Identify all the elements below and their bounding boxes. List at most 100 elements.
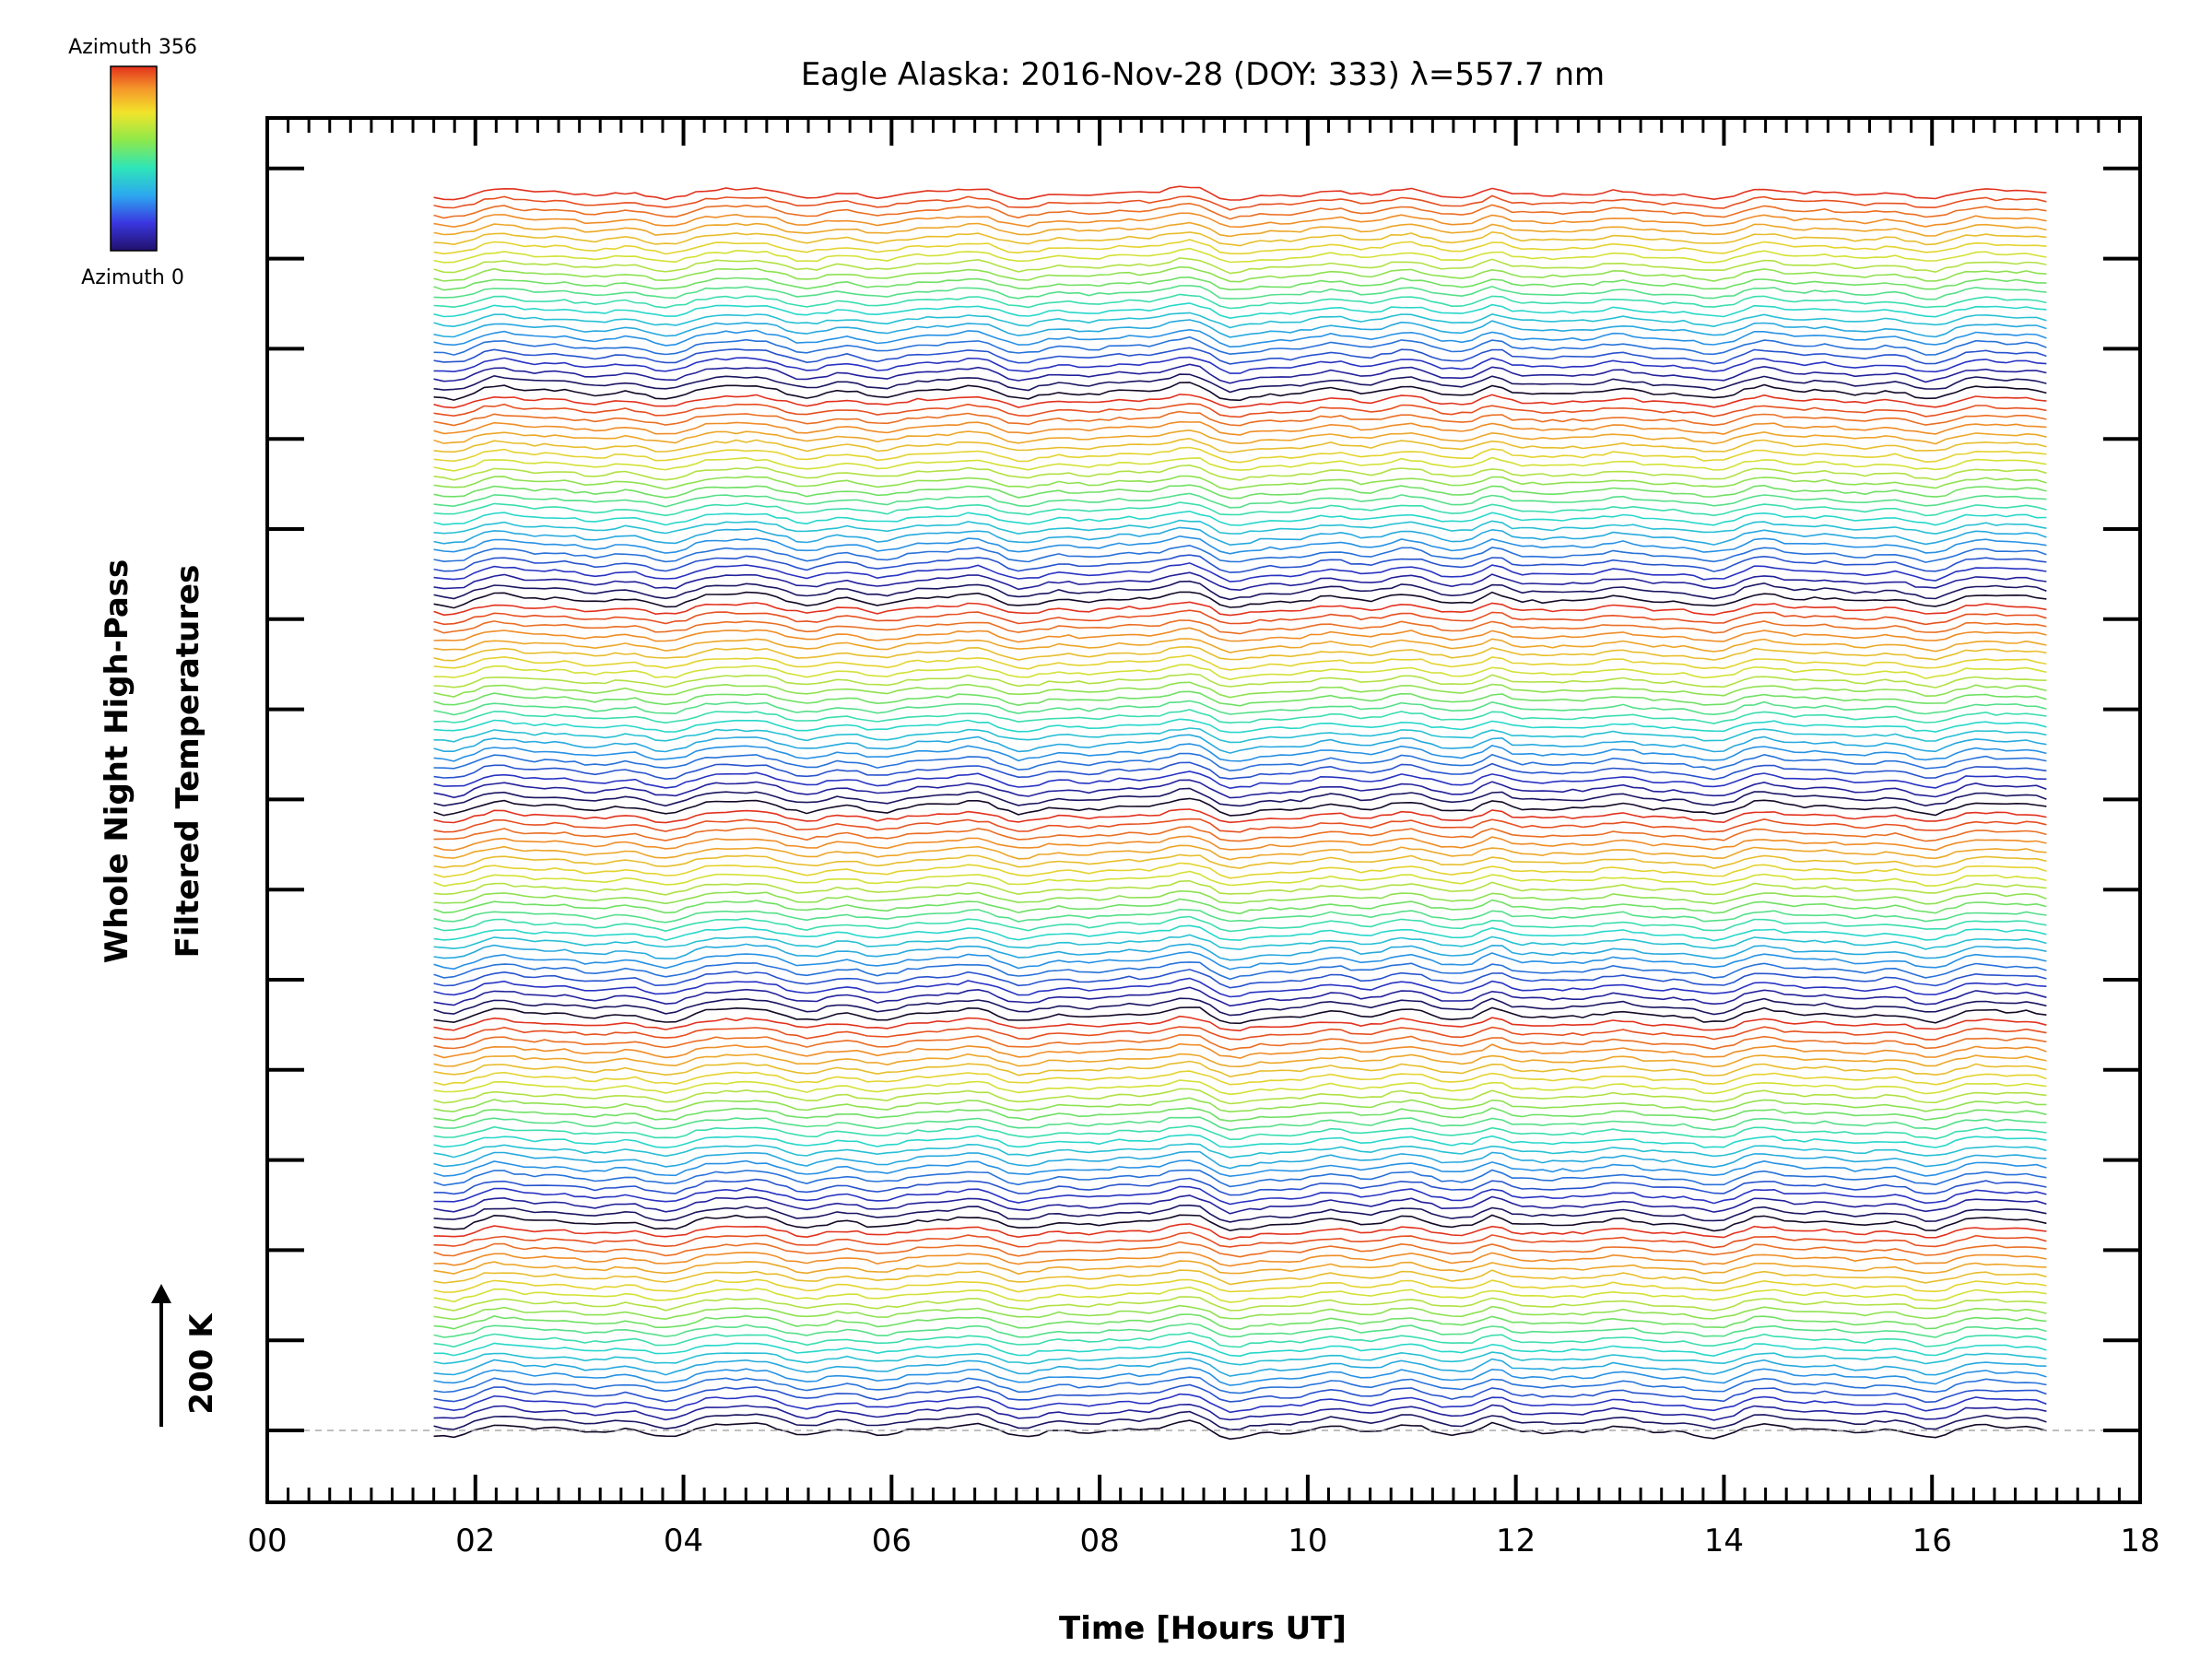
series-line — [433, 1060, 2047, 1078]
series-line — [433, 898, 2047, 915]
series-line — [433, 437, 2047, 453]
series-line — [433, 257, 2047, 275]
x-tick-label: 00 — [247, 1523, 287, 1559]
series-line — [433, 185, 2047, 201]
series-line — [433, 771, 2047, 790]
series-line — [433, 787, 2047, 807]
series-line — [433, 961, 2047, 981]
x-tick-label: 08 — [1079, 1523, 1119, 1559]
series-line — [433, 844, 2047, 861]
series-line — [433, 951, 2047, 971]
series-line — [433, 363, 2047, 384]
series-line — [433, 410, 2047, 427]
series-line — [433, 915, 2047, 933]
series-line — [433, 285, 2047, 300]
series-line — [433, 1053, 2047, 1068]
series-line — [433, 403, 2047, 418]
series-line — [433, 734, 2047, 754]
series-line — [433, 1357, 2047, 1377]
series-line — [433, 924, 2047, 942]
y-axis-label-line2: Filtered Temperatures — [170, 565, 206, 959]
scale-arrowhead — [151, 1284, 171, 1303]
series-line — [433, 1214, 2047, 1232]
x-tick-label: 14 — [1704, 1523, 1744, 1559]
series-line — [433, 247, 2047, 264]
series-line — [433, 484, 2047, 500]
series-line — [433, 302, 2047, 320]
colorbar-bottom-label: Azimuth 0 — [81, 266, 184, 289]
series-line — [433, 690, 2047, 707]
series-line — [433, 1278, 2047, 1293]
series-line — [433, 394, 2047, 409]
series-line — [433, 609, 2047, 626]
series-line — [433, 319, 2047, 338]
series-line — [433, 761, 2047, 781]
series-line — [433, 1015, 2047, 1032]
series-line — [433, 977, 2047, 998]
series-line — [433, 1079, 2047, 1096]
series-line — [433, 1006, 2047, 1025]
series-line — [433, 1143, 2047, 1159]
series-line — [433, 1116, 2047, 1132]
series-line — [433, 554, 2047, 573]
series-line — [433, 1159, 2047, 1178]
series-line — [433, 544, 2047, 563]
series-line — [433, 835, 2047, 852]
series-line — [433, 382, 2047, 402]
series-line — [433, 870, 2047, 888]
scale-bar: 200 K — [151, 1284, 220, 1427]
series-line — [433, 1251, 2047, 1267]
series-line — [433, 1204, 2047, 1223]
plot-frame — [265, 116, 2142, 1504]
series-line — [433, 526, 2047, 547]
series-line — [433, 1177, 2047, 1196]
series-line — [433, 1383, 2047, 1404]
series-line — [433, 194, 2047, 211]
series-line — [433, 627, 2047, 643]
series-line — [433, 862, 2047, 879]
series-line — [433, 889, 2047, 905]
series-line — [433, 510, 2047, 526]
series-line — [433, 1393, 2047, 1414]
series-line — [433, 1034, 2047, 1051]
series-line — [433, 276, 2047, 291]
series-line — [433, 492, 2047, 509]
y-axis-label-line1: Whole Night High-Pass — [99, 559, 135, 964]
series-line — [433, 818, 2047, 833]
series-line — [433, 673, 2047, 688]
series-line — [433, 1313, 2047, 1330]
series-line — [433, 1260, 2047, 1276]
series-line — [433, 1088, 2047, 1105]
series-line — [433, 997, 2047, 1017]
series-line — [433, 879, 2047, 896]
series-line — [433, 681, 2047, 699]
series-line — [433, 356, 2047, 374]
x-axis-ticks — [265, 118, 2142, 1502]
scale-bar-label: 200 K — [183, 1312, 220, 1415]
series-line — [433, 420, 2047, 436]
series-line — [433, 562, 2047, 582]
series-line — [433, 853, 2047, 870]
series-line — [433, 571, 2047, 592]
series-line — [433, 1340, 2047, 1358]
series-line — [433, 519, 2047, 535]
series-line — [433, 1150, 2047, 1170]
series-line — [433, 1419, 2047, 1441]
series-line — [433, 1241, 2047, 1258]
series-line — [433, 293, 2047, 310]
series-line — [433, 429, 2047, 445]
series-line — [433, 1296, 2047, 1312]
series-traces — [433, 185, 2047, 1441]
y-axis-ticks — [267, 166, 2140, 1432]
series-line — [433, 347, 2047, 365]
series-line — [433, 446, 2047, 464]
series-line — [433, 1331, 2047, 1348]
series-line — [433, 638, 2047, 653]
series-line — [433, 986, 2047, 1007]
series-line — [433, 239, 2047, 255]
series-line — [433, 653, 2047, 671]
series-line — [433, 969, 2047, 989]
series-line — [433, 1194, 2047, 1215]
series-line — [433, 312, 2047, 329]
series-line — [433, 1351, 2047, 1366]
